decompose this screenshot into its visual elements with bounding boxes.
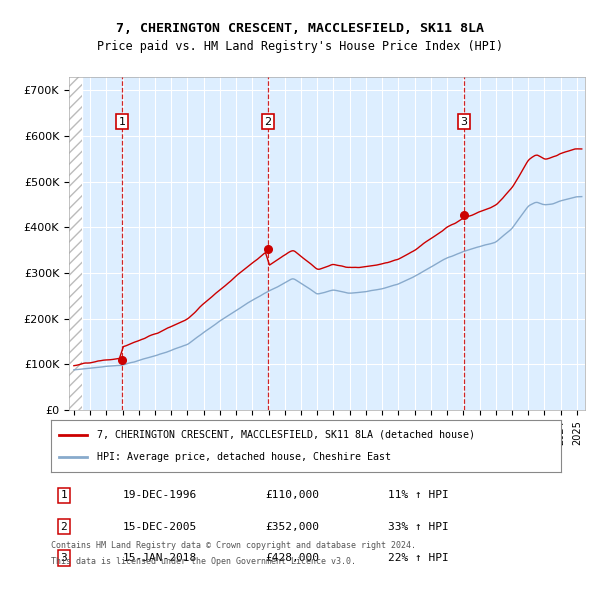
Text: 15-DEC-2005: 15-DEC-2005 — [122, 522, 197, 532]
Text: HPI: Average price, detached house, Cheshire East: HPI: Average price, detached house, Ches… — [97, 453, 391, 463]
Bar — [69, 77, 82, 410]
Text: 7, CHERINGTON CRESCENT, MACCLESFIELD, SK11 8LA (detached house): 7, CHERINGTON CRESCENT, MACCLESFIELD, SK… — [97, 430, 475, 440]
Text: 11% ↑ HPI: 11% ↑ HPI — [388, 490, 448, 500]
Text: 19-DEC-1996: 19-DEC-1996 — [122, 490, 197, 500]
Text: Contains HM Land Registry data © Crown copyright and database right 2024.: Contains HM Land Registry data © Crown c… — [51, 541, 416, 550]
Text: 2: 2 — [265, 117, 271, 127]
Text: 1: 1 — [61, 490, 67, 500]
Text: 2: 2 — [61, 522, 67, 532]
Text: 7, CHERINGTON CRESCENT, MACCLESFIELD, SK11 8LA: 7, CHERINGTON CRESCENT, MACCLESFIELD, SK… — [116, 22, 484, 35]
Text: 15-JAN-2018: 15-JAN-2018 — [122, 553, 197, 563]
Text: 33% ↑ HPI: 33% ↑ HPI — [388, 522, 448, 532]
Text: 22% ↑ HPI: 22% ↑ HPI — [388, 553, 448, 563]
Bar — [69, 77, 82, 410]
Text: 3: 3 — [61, 553, 67, 563]
Text: £110,000: £110,000 — [265, 490, 319, 500]
Text: This data is licensed under the Open Government Licence v3.0.: This data is licensed under the Open Gov… — [51, 558, 356, 566]
Text: 3: 3 — [460, 117, 467, 127]
Text: 1: 1 — [119, 117, 125, 127]
Text: £352,000: £352,000 — [265, 522, 319, 532]
Text: Price paid vs. HM Land Registry's House Price Index (HPI): Price paid vs. HM Land Registry's House … — [97, 40, 503, 53]
Text: £428,000: £428,000 — [265, 553, 319, 563]
